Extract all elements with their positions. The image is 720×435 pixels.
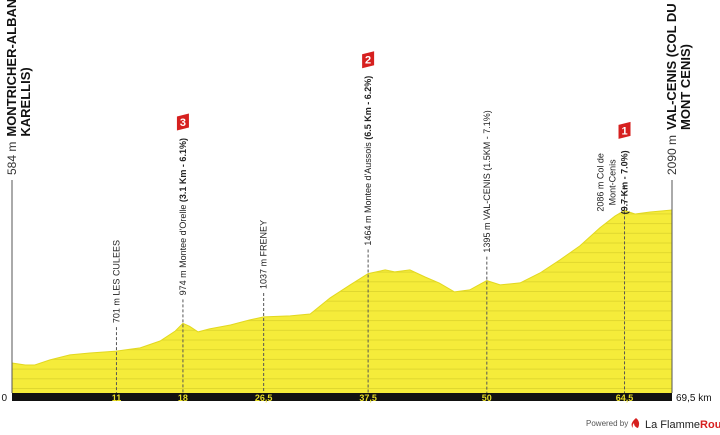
climb-badge <box>362 51 375 69</box>
waypoint-detail: (6.5 Km - 6.2%) <box>363 76 373 140</box>
brand: La FlammeRouge <box>645 419 720 431</box>
waypoint-name: 701 m LES CULEES <box>111 240 121 323</box>
x-tick-label: 50 <box>482 393 492 403</box>
waypoint-name: Mont-Cenis <box>608 159 618 206</box>
waypoint-detail: (9.7 Km - 7.0%) <box>620 150 630 214</box>
waypoint-label: 701 m LES CULEES <box>111 240 121 323</box>
waypoint-name: 1464 m Montee d'Aussois <box>363 142 373 246</box>
endpoint-elevation: 2090 m <box>665 135 679 175</box>
endpoint-name: KARELLIS) <box>18 67 33 136</box>
x-tick-label: 64,5 <box>616 393 634 403</box>
climb-category: 3 <box>180 117 186 129</box>
waypoint-detail: (3.1 Km - 6.1%) <box>178 138 188 202</box>
brand-logo: La FlammeRouge <box>631 418 720 431</box>
x-tick-label: 69,5 km <box>676 393 712 404</box>
waypoint-label: 974 m Montee d'Orelle (3.1 Km - 6.1%) <box>178 138 188 295</box>
waypoint-label: 1395 m VAL-CENIS (1.5KM - 7.1%) <box>482 110 492 252</box>
elevation-area <box>12 210 672 393</box>
waypoint-label: 2086 m Col de <box>596 153 606 212</box>
x-tick-label: 11 <box>112 393 122 403</box>
x-tick-label: 0 <box>1 393 7 404</box>
x-tick-label: 37,5 <box>359 393 377 403</box>
waypoint-name: 1395 m VAL-CENIS (1.5KM - 7.1%) <box>482 110 492 252</box>
endpoint-elevation: 584 m <box>5 142 19 175</box>
climb-category: 1 <box>621 125 627 137</box>
waypoint-label: 1464 m Montee d'Aussois (6.5 Km - 6.2%) <box>363 76 373 246</box>
waypoint-label: 1037 m FRENEY <box>259 220 269 289</box>
baseline-bar <box>12 393 672 401</box>
x-tick-label: 26,5 <box>255 393 273 403</box>
waypoint-label: Mont-Cenis <box>608 159 618 206</box>
elevation-line <box>11 209 673 366</box>
waypoint-name: 1037 m FRENEY <box>259 220 269 289</box>
endpoint-name: MONTRICHER-ALBANNE (LES <box>4 0 19 137</box>
powered-by: Powered by <box>586 419 628 428</box>
climb-badge <box>176 113 189 131</box>
endpoint-name: MONT CENIS) <box>678 44 693 130</box>
endpoint-name: VAL-CENIS (COL DU <box>664 3 679 130</box>
waypoint-name: 2086 m Col de <box>596 153 606 212</box>
x-tick-label: 18 <box>178 393 188 403</box>
climb-badge <box>618 121 631 139</box>
waypoint-name: 974 m Montee d'Orelle <box>178 205 188 296</box>
climb-category: 2 <box>365 55 371 67</box>
